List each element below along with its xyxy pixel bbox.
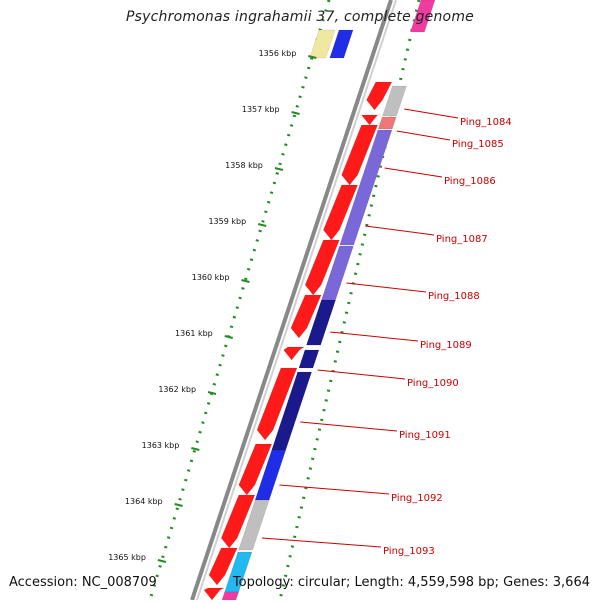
accession-text: Accession: NC_008709 <box>9 575 157 590</box>
reverse-cds-pink-top <box>410 0 436 33</box>
forward-cds-1 <box>366 81 393 111</box>
forward-cds-12 <box>203 587 225 601</box>
ruler-tick-1 <box>308 55 317 59</box>
gene-label-3: Ping_1086 <box>444 176 496 187</box>
ruler-label-1: 1356 kbp <box>259 49 297 58</box>
gene-label-6: Ping_1089 <box>420 340 472 351</box>
gene-leader-9 <box>279 484 390 495</box>
ruler-label-6: 1361 kbp <box>175 329 213 338</box>
reverse-cds-grey-2 <box>238 499 270 551</box>
gene-leader-2 <box>396 130 451 141</box>
ruler-tick-9 <box>174 503 183 507</box>
ruler-label-3: 1358 kbp <box>225 161 263 170</box>
reverse-cds-salmon <box>377 116 397 130</box>
gene-label-1: Ping_1084 <box>460 117 512 128</box>
reverse-cds-navy-2 <box>298 349 320 369</box>
gene-label-4: Ping_1087 <box>436 234 488 245</box>
gene-label-5: Ping_1088 <box>428 291 480 302</box>
forward-cds-2 <box>361 114 381 126</box>
genome-summary-text: Topology: circular; Length: 4,559,598 bp… <box>232 575 590 590</box>
gene-leader-1 <box>404 108 459 119</box>
gene-leader-6 <box>330 331 419 342</box>
forward-cds-4 <box>323 184 359 241</box>
gene-leader-8 <box>300 421 398 432</box>
ruler-label-7: 1362 kbp <box>158 385 196 394</box>
cds-blue-top <box>329 29 354 59</box>
gene-label-10: Ping_1093 <box>383 546 435 557</box>
ruler-tick-5 <box>241 279 250 283</box>
forward-cds-9 <box>238 443 273 496</box>
reverse-cds-grey-1 <box>382 85 407 117</box>
gene-label-2: Ping_1085 <box>452 139 504 150</box>
gene-leader-3 <box>384 167 443 178</box>
ruler-tick-6 <box>224 335 234 339</box>
ruler-label-2: 1357 kbp <box>242 105 280 114</box>
ruler-tick-7 <box>207 391 217 395</box>
map-title: Psychromonas ingrahamii 37, complete gen… <box>126 9 474 25</box>
ruler-label-10: 1365 kbp <box>108 553 146 562</box>
reverse-cds-purple-1 <box>339 129 393 246</box>
forward-cds-3 <box>341 124 378 186</box>
ruler-label-8: 1363 kbp <box>142 441 180 450</box>
gene-label-9: Ping_1092 <box>391 493 443 504</box>
ruler-tick-3 <box>274 167 284 171</box>
reverse-cds-pink-bottom <box>221 591 239 601</box>
gene-leader-7 <box>317 369 406 380</box>
gene-label-8: Ping_1091 <box>399 430 451 441</box>
genome-backbone-inner <box>196 0 397 601</box>
forward-cds-6 <box>290 294 322 339</box>
gene-leader-10 <box>261 537 382 548</box>
forward-cds-8 <box>256 367 298 441</box>
ruler-tick-10 <box>157 559 167 563</box>
gene-leader-5 <box>346 282 427 293</box>
reverse-cds-blue <box>254 449 287 501</box>
ruler-tick-8 <box>191 447 200 451</box>
ruler-label-5: 1360 kbp <box>192 273 230 282</box>
forward-cds-5 <box>304 239 340 296</box>
ruler-tick-4 <box>257 223 267 227</box>
reverse-cds-navy-1 <box>306 299 336 346</box>
forward-cds-11 <box>208 547 238 586</box>
ruler-tick-2 <box>291 111 300 115</box>
forward-cds-7 <box>283 346 305 361</box>
ruler-label-4: 1359 kbp <box>208 217 246 226</box>
ruler-label-9: 1364 kbp <box>125 497 163 506</box>
forward-cds-10 <box>220 494 256 549</box>
cds-yellow-top <box>309 29 336 59</box>
gene-label-7: Ping_1090 <box>407 378 459 389</box>
genome-backbone <box>190 0 393 601</box>
ruler-dotted-line <box>148 0 331 601</box>
gene-leader-4 <box>365 225 435 236</box>
